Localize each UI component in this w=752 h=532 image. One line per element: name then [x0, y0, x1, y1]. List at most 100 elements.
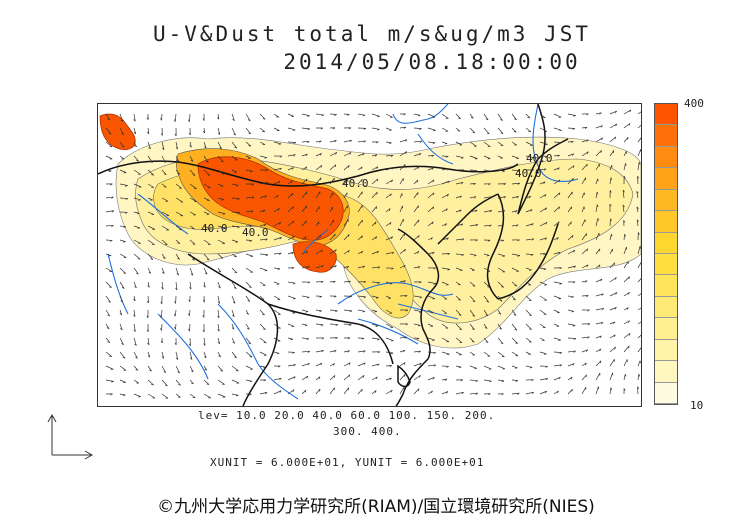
wind-arrow: [259, 295, 265, 300]
wind-arrowhead: [596, 204, 599, 208]
wind-arrowhead: [571, 141, 574, 144]
wind-arrowhead: [217, 329, 220, 332]
wind-arrow: [147, 127, 150, 134]
wind-arrowhead: [262, 118, 266, 120]
wind-arrow: [595, 112, 602, 115]
wind-arrow: [567, 206, 572, 213]
wind-arrow: [399, 178, 404, 185]
wind-arrowhead: [376, 297, 379, 299]
wind-arrowhead: [636, 191, 639, 194]
wind-arrowhead: [250, 210, 254, 213]
wind-arrowhead: [111, 225, 114, 227]
wind-arrowhead: [600, 278, 603, 282]
wind-arrowhead: [334, 140, 337, 143]
wind-arrow: [231, 183, 239, 186]
wind-arrow: [525, 209, 533, 213]
wind-arrow: [119, 379, 126, 383]
wind-arrow: [609, 372, 613, 381]
wind-arrowhead: [363, 350, 366, 353]
wind-arrow: [371, 191, 378, 199]
wind-arrow: [175, 211, 184, 217]
wind-arrow: [329, 363, 335, 367]
wind-arrow: [623, 345, 630, 353]
wind-arrowhead: [585, 349, 589, 352]
colorbar-band: [655, 125, 677, 147]
wind-arrowhead: [160, 340, 163, 344]
wind-arrowhead: [486, 300, 489, 303]
wind-arrowhead: [175, 357, 179, 360]
wind-arrow: [595, 125, 603, 129]
wind-arrow: [595, 232, 600, 241]
wind-arrowhead: [447, 168, 450, 171]
wind-arrowhead: [545, 156, 548, 158]
wind-arrow: [581, 280, 588, 283]
wind-arrow: [161, 281, 164, 290]
wind-arrowhead: [279, 222, 281, 225]
wind-arrow: [525, 365, 533, 368]
wind-arrowhead: [545, 365, 548, 368]
wind-arrow: [175, 141, 178, 150]
wind-arrow: [217, 281, 221, 289]
wind-arrow: [567, 376, 573, 381]
wind-arrow: [511, 196, 519, 199]
wind-arrowhead: [146, 315, 149, 319]
wind-arrowhead: [405, 139, 408, 142]
wind-arrow: [441, 141, 448, 144]
wind-arrow: [623, 292, 630, 297]
wind-arrow: [105, 210, 114, 213]
wind-arrowhead: [572, 165, 575, 169]
wind-arrowhead: [263, 379, 267, 382]
wind-arrow: [301, 323, 308, 326]
wind-arrowhead: [614, 346, 616, 350]
wind-arrow: [273, 267, 281, 270]
wind-arrowhead: [628, 320, 630, 323]
wind-arrow: [581, 387, 587, 395]
wind-arrow: [189, 323, 191, 332]
wind-arrowhead: [304, 324, 308, 327]
wind-arrow: [231, 141, 238, 149]
wind-arrow: [301, 127, 310, 130]
wind-arrowhead: [587, 336, 590, 339]
wind-arrow: [133, 141, 137, 148]
wind-arrow: [147, 365, 152, 372]
wind-arrow: [343, 280, 351, 283]
wind-arrowhead: [615, 292, 618, 295]
wind-arrowhead: [248, 342, 251, 345]
wind-arrowhead: [122, 356, 126, 359]
wind-arrowhead: [291, 167, 294, 170]
wind-arrowhead: [202, 118, 205, 121]
wind-arrowhead: [377, 116, 380, 118]
wind-arrowhead: [306, 338, 310, 340]
wind-arrowhead: [558, 179, 561, 183]
wind-arrow: [287, 295, 296, 299]
wind-arrow: [343, 165, 350, 171]
wind-arrowhead: [558, 339, 561, 341]
wind-arrowhead: [123, 241, 126, 243]
wind-arrowhead: [188, 119, 190, 123]
wind-arrow: [539, 337, 545, 341]
rivers: [107, 104, 579, 400]
wind-arrow: [161, 169, 167, 175]
wind-arrow: [147, 141, 151, 149]
wind-arrow: [259, 155, 267, 158]
wind-arrow: [189, 281, 192, 290]
wind-arrow: [623, 123, 631, 129]
wind-arrow: [469, 379, 478, 382]
wind-arrow: [539, 323, 546, 329]
wind-arrowhead: [148, 146, 151, 150]
wind-arrow: [455, 281, 461, 286]
wind-arrowhead: [404, 249, 406, 252]
wind-arrow: [343, 265, 349, 269]
wind-arrow: [217, 337, 221, 344]
wind-arrow: [357, 235, 363, 241]
wind-arrowhead: [265, 254, 269, 257]
wind-arrow: [413, 309, 422, 313]
wind-arrow: [469, 337, 475, 343]
wind-arrow: [329, 219, 335, 227]
wind-arrow: [287, 323, 295, 327]
wind-arrow: [301, 153, 308, 157]
wind-arrow: [273, 167, 282, 171]
wind-arrow: [189, 211, 196, 216]
wind-arrowhead: [188, 132, 191, 136]
river: [337, 282, 454, 305]
